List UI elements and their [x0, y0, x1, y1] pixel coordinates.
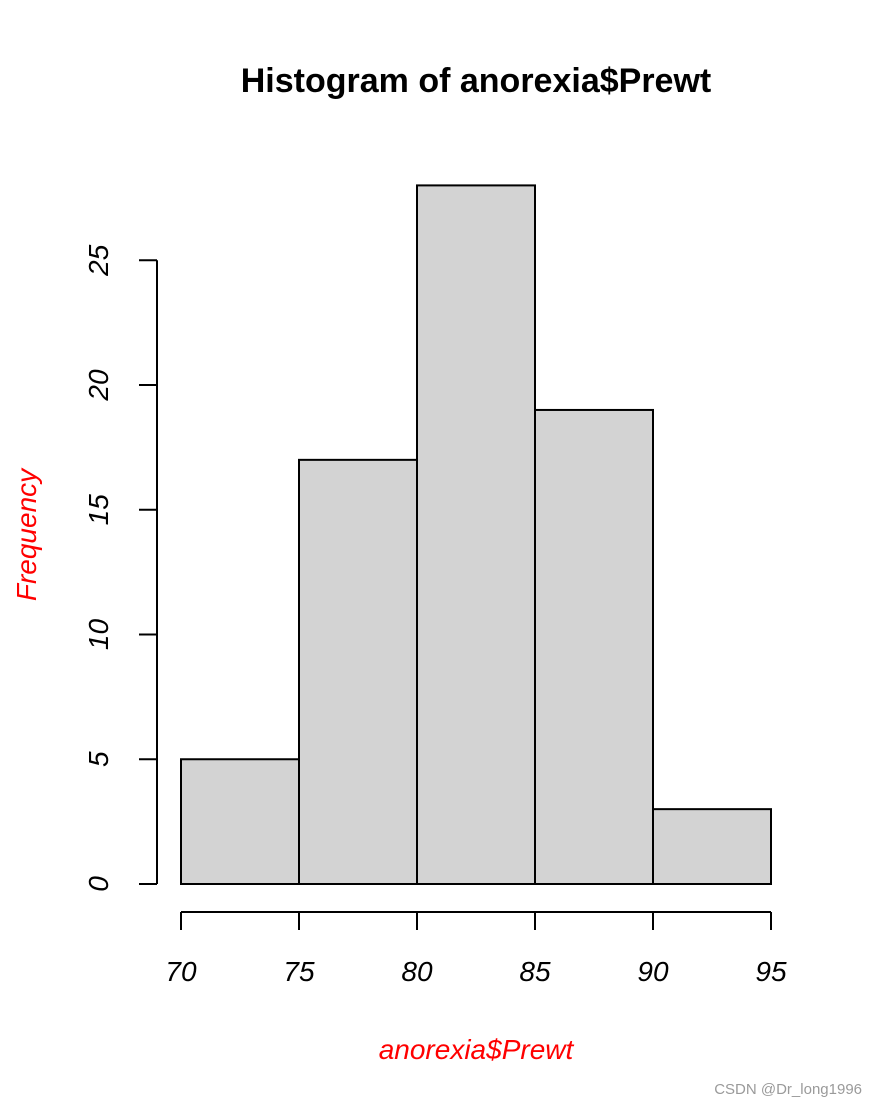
x-axis: 70 75 80 85 90 95: [165, 911, 787, 987]
chart-title: Histogram of anorexia$Prewt: [241, 62, 711, 100]
histogram-bar: [416, 184, 536, 885]
x-tick-label: 85: [519, 956, 551, 987]
y-tick-label: 10: [83, 619, 114, 651]
histogram-bar: [298, 458, 418, 885]
y-tick-label: 20: [83, 369, 114, 402]
x-tick-label: 95: [755, 956, 787, 987]
x-axis-label: anorexia$Prewt: [379, 1034, 575, 1065]
watermark: CSDN @Dr_long1996: [714, 1081, 862, 1098]
y-tick-label: 25: [83, 244, 114, 277]
y-axis-label: Frequency: [11, 467, 42, 601]
histogram-bar: [534, 408, 654, 885]
x-tick-label: 70: [165, 956, 197, 987]
histogram-bar: [180, 758, 300, 885]
x-tick-label: 75: [283, 956, 315, 987]
histogram-bar: [652, 808, 772, 886]
x-tick-label: 90: [637, 956, 669, 987]
y-tick-label: 15: [83, 494, 114, 526]
y-axis: 0 5 10 15 20 25: [83, 244, 158, 892]
x-tick-label: 80: [401, 956, 433, 987]
y-tick-label: 0: [83, 876, 114, 892]
y-tick-label: 5: [83, 751, 114, 767]
bars-group: [180, 184, 772, 886]
